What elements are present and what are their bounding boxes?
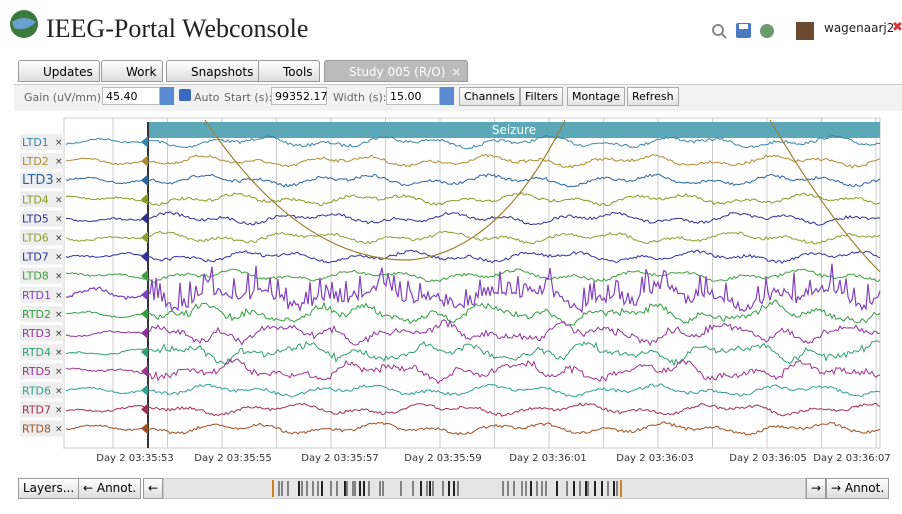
tab[interactable]: Study 005 (R/O) × [324, 60, 468, 82]
channel-label: RTD7 [22, 403, 51, 416]
header-icons [710, 22, 820, 42]
time-label: Day 2 03:35:59 [404, 453, 481, 464]
gain-dropdown[interactable] [160, 87, 174, 105]
channel-remove[interactable]: × [55, 138, 63, 148]
channel-label: RTD3 [22, 327, 51, 340]
channel-label: LTD3 [22, 173, 54, 188]
tab[interactable]: Tools [258, 60, 320, 82]
start-label: Start (s): [224, 91, 272, 104]
channel-label: LTD6 [22, 232, 49, 245]
channel-label: RTD8 [22, 423, 51, 436]
time-label: Day 2 03:36:03 [616, 453, 693, 464]
next-annot-button[interactable]: → Annot. [826, 478, 889, 499]
channel-remove[interactable]: × [55, 348, 63, 358]
channel-remove[interactable]: × [55, 195, 63, 205]
channel-label: RTD4 [22, 346, 51, 359]
channel-remove[interactable]: × [55, 367, 63, 377]
annotation-label: Seizure [492, 123, 536, 137]
logo [8, 8, 40, 40]
plot-area [64, 118, 880, 448]
prev-button[interactable]: ← [143, 478, 163, 499]
gain-label: Gain (uV/mm): [24, 91, 105, 104]
toolbar-button[interactable]: Channels [459, 87, 520, 106]
time-label: Day 2 03:36:05 [729, 453, 806, 464]
timeline[interactable] [163, 478, 806, 499]
channel-label: LTD1 [22, 136, 49, 149]
channel-label: LTD5 [22, 212, 49, 225]
channel-label: LTD4 [22, 193, 49, 206]
start-input[interactable]: 99352.17 [271, 87, 327, 105]
tab-label: Snapshots [191, 65, 253, 79]
channel-label: RTD2 [22, 308, 51, 321]
app-title: IEEG-Portal Webconsole [46, 14, 308, 44]
time-label: Day 2 03:35:55 [194, 453, 271, 464]
channel-remove[interactable]: × [55, 405, 63, 415]
tab[interactable]: Updates [18, 60, 100, 82]
channel-label: RTD6 [22, 384, 51, 397]
channel-remove[interactable]: × [55, 425, 63, 435]
tab-close[interactable]: × [451, 65, 461, 79]
page: IEEG-Portal Webconsole wagenaarj2 ✖ Upda… [0, 0, 902, 514]
user-name[interactable]: wagenaarj2 [824, 21, 894, 35]
channel-label: LTD2 [22, 155, 49, 168]
channel-remove[interactable]: × [55, 310, 63, 320]
tab-label: Work [126, 65, 156, 79]
time-label: Day 2 03:36:07 [813, 453, 890, 464]
width-input[interactable]: 15.00 [386, 87, 440, 105]
channel-remove[interactable]: × [55, 253, 63, 263]
channel-remove[interactable]: × [55, 272, 63, 282]
channel-label: RTD5 [22, 365, 51, 378]
eeg-chart: SeizureLTD1×LTD2×LTD3×LTD4×LTD5×LTD6×LTD… [0, 112, 902, 474]
next-button[interactable]: → [806, 478, 826, 499]
tab-label: Tools [283, 65, 313, 79]
close-icon[interactable]: ✖ [892, 20, 902, 35]
width-dropdown[interactable] [440, 87, 454, 105]
channel-label: LTD8 [22, 270, 49, 283]
toolbar-button[interactable]: Filters [520, 87, 563, 106]
channel-remove[interactable]: × [55, 176, 63, 186]
prev-annot-button[interactable]: ← Annot. [78, 478, 141, 499]
tab[interactable]: Snapshots [166, 60, 260, 82]
auto-label: Auto [194, 91, 220, 104]
tab[interactable]: Work [101, 60, 163, 82]
tab-label: Updates [43, 65, 93, 79]
channel-label: RTD1 [22, 289, 51, 302]
channel-remove[interactable]: × [55, 329, 63, 339]
width-label: Width (s): [333, 91, 386, 104]
channel-remove[interactable]: × [55, 234, 63, 244]
time-label: Day 2 03:36:01 [509, 453, 586, 464]
tab-label: Study 005 (R/O) [349, 65, 445, 79]
channel-remove[interactable]: × [55, 291, 63, 301]
channel-label: LTD7 [22, 251, 49, 264]
auto-checkbox[interactable] [179, 89, 191, 101]
channel-remove[interactable]: × [55, 386, 63, 396]
time-label: Day 2 03:35:53 [96, 453, 173, 464]
toolbar-button[interactable]: Montage [567, 87, 625, 106]
time-label: Day 2 03:35:57 [301, 453, 378, 464]
layers-button[interactable]: Layers... [18, 478, 79, 499]
channel-remove[interactable]: × [55, 214, 63, 224]
channel-remove[interactable]: × [55, 157, 63, 167]
toolbar-button[interactable]: Refresh [627, 87, 679, 106]
gain-input[interactable]: 45.40 [102, 87, 160, 105]
